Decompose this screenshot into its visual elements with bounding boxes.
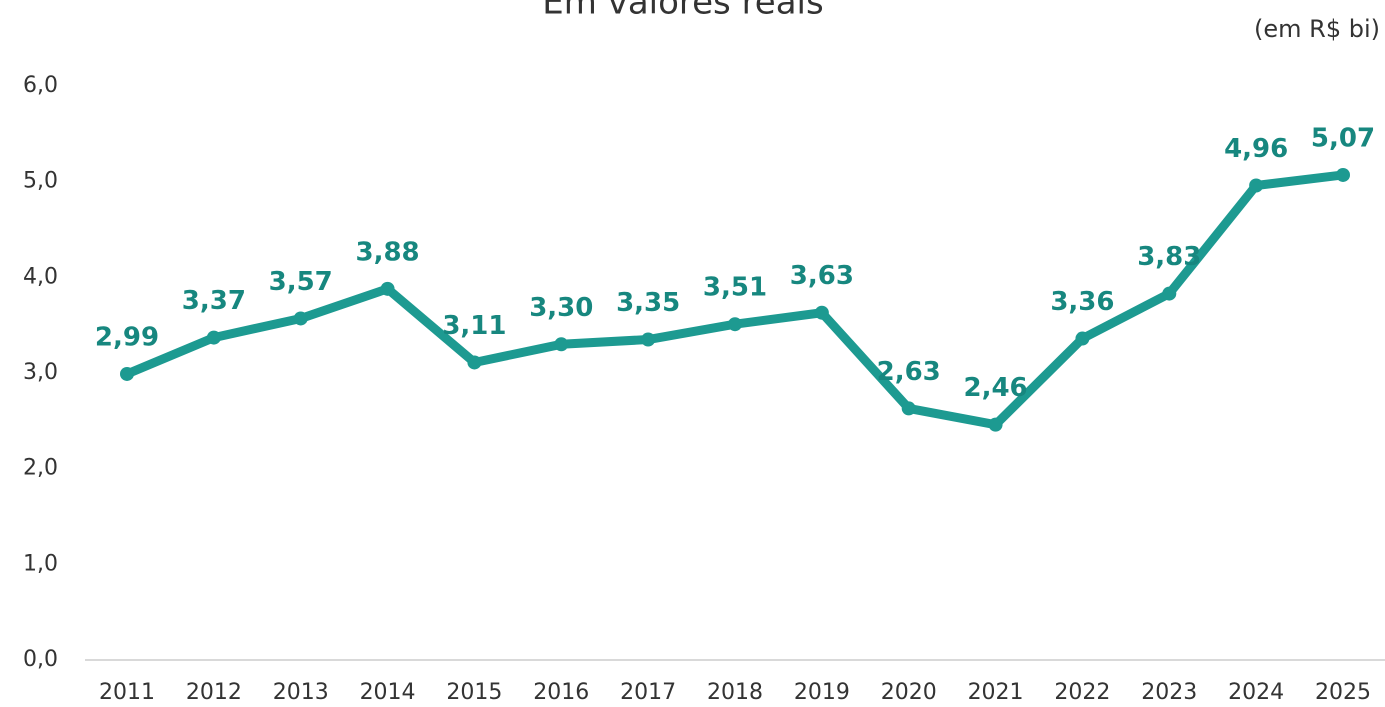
x-tick-label: 2016 — [533, 680, 589, 705]
data-point — [641, 332, 656, 347]
data-point — [1162, 286, 1177, 301]
data-point — [1075, 331, 1090, 346]
data-point — [467, 355, 482, 370]
x-tick-label: 2020 — [881, 680, 937, 705]
data-label: 3,35 — [616, 288, 680, 318]
y-tick-label: 5,0 — [23, 169, 58, 194]
data-point — [728, 317, 742, 332]
x-tick-label: 2011 — [99, 680, 155, 705]
data-point — [120, 366, 134, 381]
data-label: 3,36 — [1050, 287, 1114, 317]
data-label: 4,96 — [1224, 134, 1288, 164]
x-tick-label: 2015 — [446, 680, 502, 705]
data-label: 2,99 — [95, 322, 159, 352]
data-label: 3,30 — [529, 293, 593, 323]
data-point — [1249, 178, 1264, 193]
data-label: 3,63 — [790, 261, 854, 291]
x-tick-label: 2022 — [1054, 680, 1110, 705]
x-tick-label: 2014 — [360, 680, 416, 705]
data-point — [814, 305, 829, 320]
data-point — [380, 281, 395, 296]
x-tick-label: 2019 — [794, 680, 850, 705]
x-tick-label: 2012 — [186, 680, 242, 705]
x-tick-label: 2024 — [1228, 680, 1284, 705]
data-point — [554, 337, 569, 352]
x-tick-label: 2018 — [707, 680, 763, 705]
data-label: 5,07 — [1311, 123, 1375, 153]
unit-label: (em R$ bi) — [1254, 15, 1380, 43]
data-label: 3,83 — [1137, 242, 1201, 272]
data-point — [206, 330, 221, 345]
y-tick-label: 1,0 — [23, 551, 58, 576]
data-label: 2,46 — [963, 373, 1027, 403]
data-label: 3,51 — [703, 273, 767, 303]
data-label: 3,57 — [269, 267, 333, 297]
x-tick-label: 2025 — [1315, 680, 1371, 705]
data-point — [988, 417, 1003, 432]
data-label: 3,88 — [355, 237, 419, 267]
x-tick-label: 2021 — [968, 680, 1024, 705]
data-label: 2,63 — [877, 357, 941, 387]
data-point — [901, 401, 916, 416]
data-label: 3,11 — [442, 311, 506, 341]
y-tick-label: 4,0 — [23, 264, 58, 289]
y-tick-label: 2,0 — [23, 456, 58, 481]
chart-title: Em valores reais — [542, 0, 823, 23]
x-tick-label: 2013 — [273, 680, 329, 705]
y-tick-label: 6,0 — [23, 73, 58, 98]
data-point — [1336, 167, 1350, 182]
x-tick-label: 2017 — [620, 680, 676, 705]
x-tick-label: 2023 — [1141, 680, 1197, 705]
data-label: 3,37 — [182, 286, 246, 316]
y-tick-label: 3,0 — [23, 360, 58, 385]
data-point — [293, 311, 308, 326]
y-tick-label: 0,0 — [23, 647, 58, 672]
